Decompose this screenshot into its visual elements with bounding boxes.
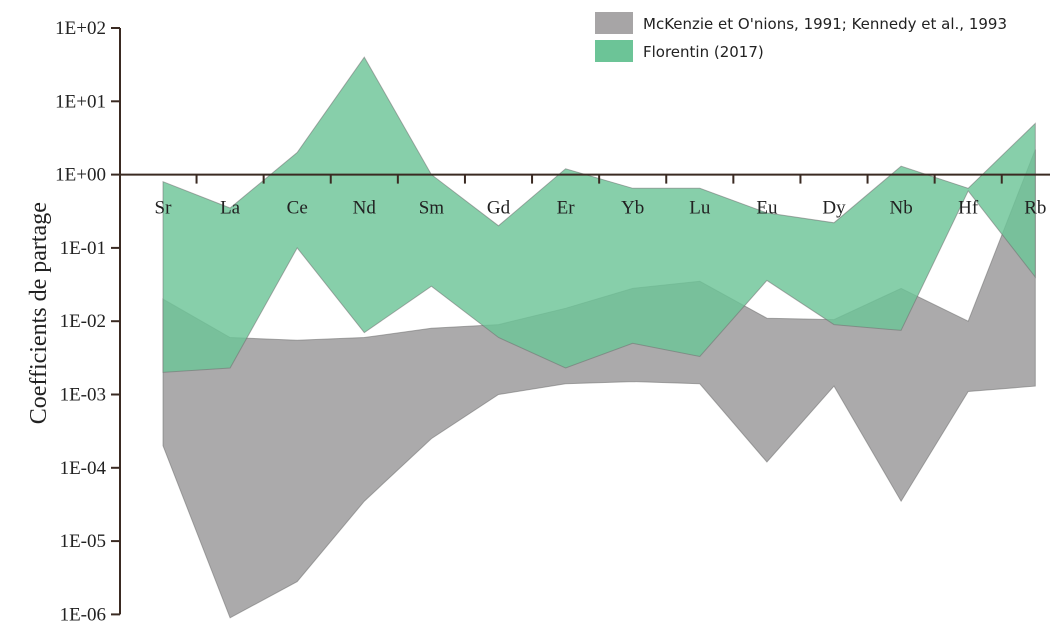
legend-swatch-series-1 <box>595 12 633 34</box>
series-band-2 <box>162 56 1036 373</box>
x-tick-label: Nd <box>353 198 377 219</box>
y-tick-label: 1E-01 <box>60 238 106 259</box>
legend-label-series-1: McKenzie et O'nions, 1991; Kennedy et al… <box>643 15 1007 33</box>
series-layer <box>162 56 1036 619</box>
y-ticks: 1E+02 1E+01 1E+00 1E-01 1E-02 1E-03 1E-04 1E-05… <box>55 18 120 625</box>
y-tick-label: 1E-05 <box>60 531 106 552</box>
y-tick-label: 1E-02 <box>60 311 106 332</box>
legend: McKenzie et O'nions, 1991; Kennedy et al… <box>595 12 1007 62</box>
y-tick-label: 1E+01 <box>55 91 106 112</box>
legend-swatch-series-2 <box>595 40 633 62</box>
x-tick-label: Ce <box>287 198 308 219</box>
x-tick-label: Lu <box>689 198 711 219</box>
x-tick-label: Hf <box>958 198 979 219</box>
y-tick-label: 1E+00 <box>55 165 106 186</box>
y-tick-label: 1E+02 <box>55 18 106 39</box>
x-tick-label: Dy <box>822 198 846 219</box>
x-tick-label: Rb <box>1024 198 1046 219</box>
x-tick-label: La <box>220 198 241 219</box>
x-ticks: Sr La Ce Nd Sm Gd Er Yb Lu Eu Dy Nb Hf Rb <box>155 174 1046 219</box>
x-tick-label: Er <box>557 198 576 219</box>
x-tick-label: Yb <box>621 198 644 219</box>
x-tick-label: Nb <box>889 198 912 219</box>
x-tick-label: Sr <box>155 198 173 219</box>
x-tick-label: Sm <box>419 198 445 219</box>
legend-label-series-2: Florentin (2017) <box>643 43 764 61</box>
x-tick-label: Gd <box>487 198 511 219</box>
y-tick-label: 1E-06 <box>60 604 106 625</box>
y-axis-title: Coefficients de partage <box>26 202 52 424</box>
series-band-1 <box>162 149 1036 619</box>
y-tick-label: 1E-03 <box>60 385 106 406</box>
y-tick-label: 1E-04 <box>60 458 107 479</box>
x-tick-label: Eu <box>756 198 778 219</box>
